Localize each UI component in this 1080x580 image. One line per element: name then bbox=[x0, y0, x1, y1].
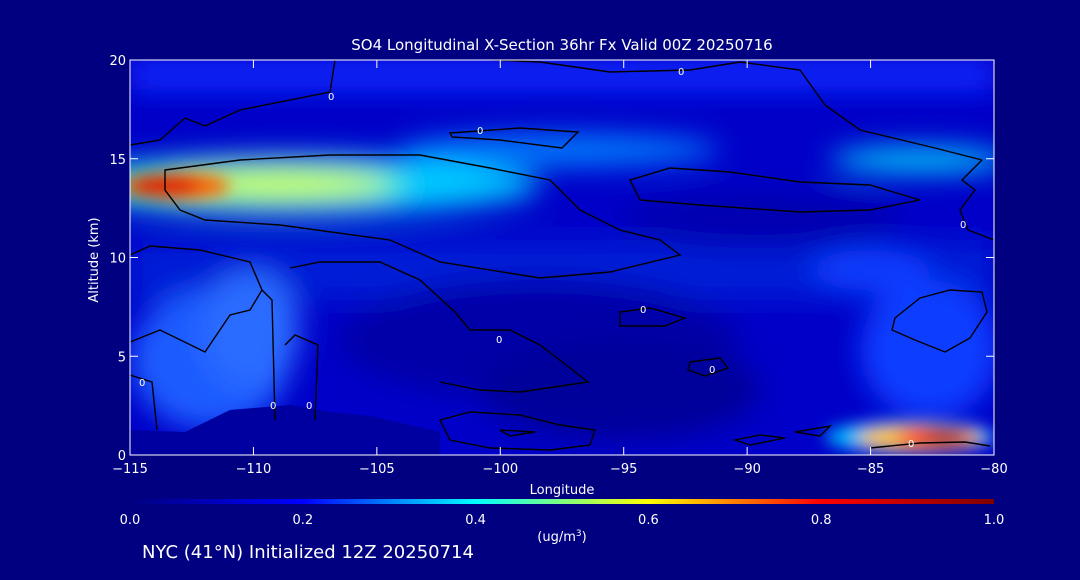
y-tick-label: 20 bbox=[109, 54, 126, 69]
x-tick-label: −105 bbox=[359, 462, 395, 477]
x-axis: −115 −110 −105 −100 −95 −90 −85 −80 bbox=[112, 60, 1008, 477]
colorbar-tick-label: 0.0 bbox=[120, 513, 141, 528]
y-tick-label: 0 bbox=[118, 449, 126, 464]
contour-label: 0 bbox=[477, 126, 483, 137]
unit-text: (ug/m bbox=[537, 530, 576, 545]
chart-title: SO4 Longitudinal X-Section 36hr Fx Valid… bbox=[351, 36, 772, 54]
colorbar-tick-label: 0.8 bbox=[811, 513, 832, 528]
colorbar-tick-label: 0.2 bbox=[292, 513, 313, 528]
y-axis: 0 5 10 15 20 bbox=[109, 54, 994, 464]
plot-area: 0 0 0 0 0 0 0 0 0 0 0 bbox=[130, 60, 994, 455]
contour-label: 0 bbox=[960, 220, 966, 231]
contour-label: 0 bbox=[306, 401, 312, 412]
y-tick-label: 15 bbox=[109, 153, 126, 168]
x-tick-label: −95 bbox=[610, 462, 637, 477]
y-axis-label: Altitude (km) bbox=[87, 217, 102, 302]
contour-label: 0 bbox=[678, 67, 684, 78]
colorbar-unit-label: (ug/m3) bbox=[537, 529, 586, 545]
x-tick-label: −90 bbox=[733, 462, 760, 477]
unit-superscript: 3 bbox=[576, 529, 582, 539]
init-caption: NYC (41°N) Initialized 12Z 20250714 bbox=[142, 542, 474, 563]
x-tick-label: −80 bbox=[980, 462, 1007, 477]
x-tick-label: −110 bbox=[236, 462, 272, 477]
x-tick-label: −115 bbox=[112, 462, 148, 477]
colorbar-tick-label: 0.6 bbox=[638, 513, 659, 528]
x-tick-label: −100 bbox=[482, 462, 518, 477]
unit-close: ) bbox=[582, 530, 587, 545]
contour-labels: 0 0 0 0 0 0 0 0 0 0 0 bbox=[139, 67, 966, 450]
contour-label: 0 bbox=[139, 378, 145, 389]
x-tick-label: −85 bbox=[857, 462, 884, 477]
contour-label: 0 bbox=[270, 401, 276, 412]
x-axis-label: Longitude bbox=[530, 483, 595, 498]
colorbar-tick-label: 1.0 bbox=[984, 513, 1005, 528]
contour-label: 0 bbox=[908, 439, 914, 450]
terrain bbox=[130, 405, 440, 455]
colorbar-ticks: 0.0 0.2 0.4 0.6 0.8 1.0 bbox=[120, 513, 1005, 528]
colorbar bbox=[130, 499, 994, 504]
y-tick-label: 10 bbox=[109, 252, 126, 267]
y-tick-label: 5 bbox=[118, 350, 126, 365]
contour-label: 0 bbox=[709, 365, 715, 376]
contour-label: 0 bbox=[640, 305, 646, 316]
colorbar-tick-label: 0.4 bbox=[465, 513, 486, 528]
contour-label: 0 bbox=[328, 92, 334, 103]
contour-label: 0 bbox=[496, 335, 502, 346]
